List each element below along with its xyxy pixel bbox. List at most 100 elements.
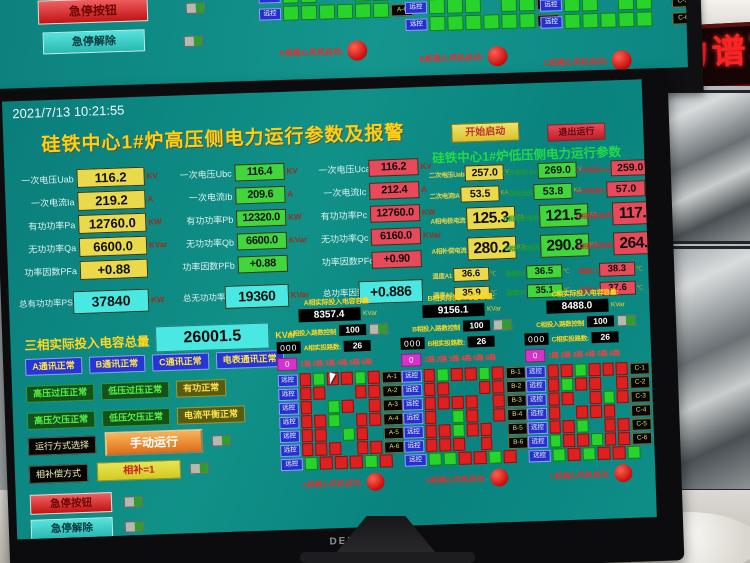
remote-control-button[interactable]: 远控 [280,457,303,471]
remote-control-button[interactable]: 远控 [528,449,551,462]
remote-control-button[interactable]: 远控 [402,397,423,411]
capacitor-grid: 远控 B-1 远控 B-2 远控 B-3 远控 B-4 远控 B-5 远控 B-6 远控 [401,366,529,467]
capacitor-cell-fault [453,437,466,452]
remote-control-button[interactable]: 远控 [277,373,298,387]
param-label: B相补偿电流 [504,244,540,253]
estop-button[interactable]: 急停按钮 [37,0,149,25]
grid-row-label: C-1 [629,361,650,375]
param-value: +0.88 [237,254,289,274]
param-label: 总无功功率QS [182,291,226,304]
capacitor-cell-ok [327,400,341,414]
capacitor-cell-fault [438,424,452,438]
capacitor-cell-ok [552,448,566,462]
control-label: B相投入路数控制 [412,324,461,333]
grid-row-label: C-2 [630,375,651,389]
param-label: 功率因数PFa [24,266,78,278]
branch-column-labels: 1路 2路 3路 4路 5路 6路 [300,358,373,368]
capacitor-panel-B: B相实际投入电容容量: 9156.1 KVar B相投入路数控制 100 000 B相实投路… [399,291,530,490]
capacitor-cell-ok [501,13,518,30]
manual-run-button[interactable]: 手动运行 [104,428,204,457]
remote-control-button[interactable]: 远控 [403,425,424,439]
capacitor-cell-empty [329,428,341,441]
capacitor-cell-ok [582,13,599,29]
param-unit [288,262,316,263]
estop-button[interactable]: 急停按钮 [29,492,113,515]
remote-control-button[interactable]: 远控 [540,15,563,29]
remote-control-button[interactable]: 远控 [401,369,422,383]
control-setpoint[interactable]: 100 [586,315,615,328]
remote-control-button[interactable]: 远控 [539,0,563,12]
remote-control-button[interactable]: 远控 [280,443,301,457]
capacitor-cell-fault [451,395,464,410]
capacitor-cell-ok [563,0,581,13]
fan-start-row: B相离心风机启动: [405,467,530,489]
grid-row-label: C-4 [631,403,652,417]
param-value: 36.5 [525,264,563,280]
compensation-mode-label: 相补偿方式 [28,463,89,484]
toggle-off-cell [493,320,503,330]
remote-control-button[interactable]: 远控 [525,365,546,379]
remote-control-button[interactable]: 远控 [278,387,299,401]
compensation-mode-button[interactable]: 相补=1 [96,459,182,482]
compensation-mode-row: 相补偿方式 相补=1 [28,459,210,484]
remote-control-button[interactable]: 远控 [404,453,427,467]
estop-row: 急停按钮 [29,491,144,515]
toggle-indicator-icon [492,318,513,331]
capacitor-cell-empty [327,386,339,399]
control-setpoint[interactable]: 100 [338,324,367,336]
capacitor-cell-fault [575,377,588,391]
remote-control-button[interactable]: 远控 [526,393,547,406]
remote-control-button[interactable]: 远控 [527,435,549,448]
grid-row-label: B-4 [507,407,528,421]
control-setpoint[interactable]: 100 [462,319,491,332]
capacitor-cell-fault [465,409,479,423]
fan-start-indicator [611,49,633,71]
capacitor-cell-fault [492,394,506,408]
remote-control-button[interactable]: 远控 [279,415,300,429]
estop-release-button[interactable]: 急停解除 [42,29,146,55]
param-label: C相电极电流 [576,211,612,221]
remote-control-button[interactable]: 远控 [258,7,282,21]
capacitor-cell-ok [372,2,390,19]
branch-column-labels: 1路 2路 3路 4路 5路 6路 [548,349,620,360]
hv-param-row: 功率因数PFa +0.88 [18,256,177,285]
capacitor-cell-fault [577,433,590,447]
remote-control-button[interactable]: 远控 [527,421,548,434]
remote-control-button[interactable]: 远控 [279,429,300,443]
capacitor-cell-ok [590,432,604,447]
start-button[interactable]: 开始启动 [451,121,520,143]
param-label: 无功功率Qc [320,232,369,245]
param-label: 二次电流IB [502,190,533,199]
capacitor-cell-fault [616,389,630,404]
fan-start-indicator [347,40,369,61]
remote-control-button[interactable]: 远控 [404,439,425,453]
control-label: C相投入路数控制 [536,319,585,329]
capacitor-panel-A: A相实际投入电容容量: 8357.4 KVar A相投入路数控制 100 000 A相实投路… [275,295,406,494]
capacitor-cell-ok [478,366,491,381]
remote-control-button[interactable]: 远控 [278,401,299,415]
status-row: 高压欠压正常 低压欠压正常 电流平衡正常 [26,404,286,430]
capacitor-cell-fault [603,404,616,418]
remote-control-button[interactable]: 远控 [258,0,281,4]
fan-start-label: B相离心风机启动: [419,52,485,64]
remote-control-button[interactable]: 远控 [525,379,547,392]
param-value: 6600.0 [236,231,288,251]
param-value: 36.6 [452,266,490,282]
remote-control-button[interactable]: 远控 [526,407,548,420]
exit-run-button[interactable]: 退出运行 [547,122,606,142]
capacitor-cell-fault [349,455,363,469]
capacitor-cell-fault [314,414,327,428]
param-unit: A [287,189,294,199]
remote-control-button[interactable]: 远控 [404,0,428,14]
capacitor-cell-empty [654,11,670,26]
param-label: 一次电压Uab [21,174,74,186]
status-lamp: B通讯正常 [88,354,146,374]
remote-control-button[interactable]: 远控 [403,411,424,425]
capacitor-cell-ok [488,450,502,464]
grid-row-label: C-6 [632,431,653,445]
capacitor-cell-ok [603,390,616,404]
remote-control-button[interactable]: 远控 [405,17,428,31]
remote-control-button[interactable]: 远控 [402,383,423,397]
counter-display: 000 [276,341,301,355]
